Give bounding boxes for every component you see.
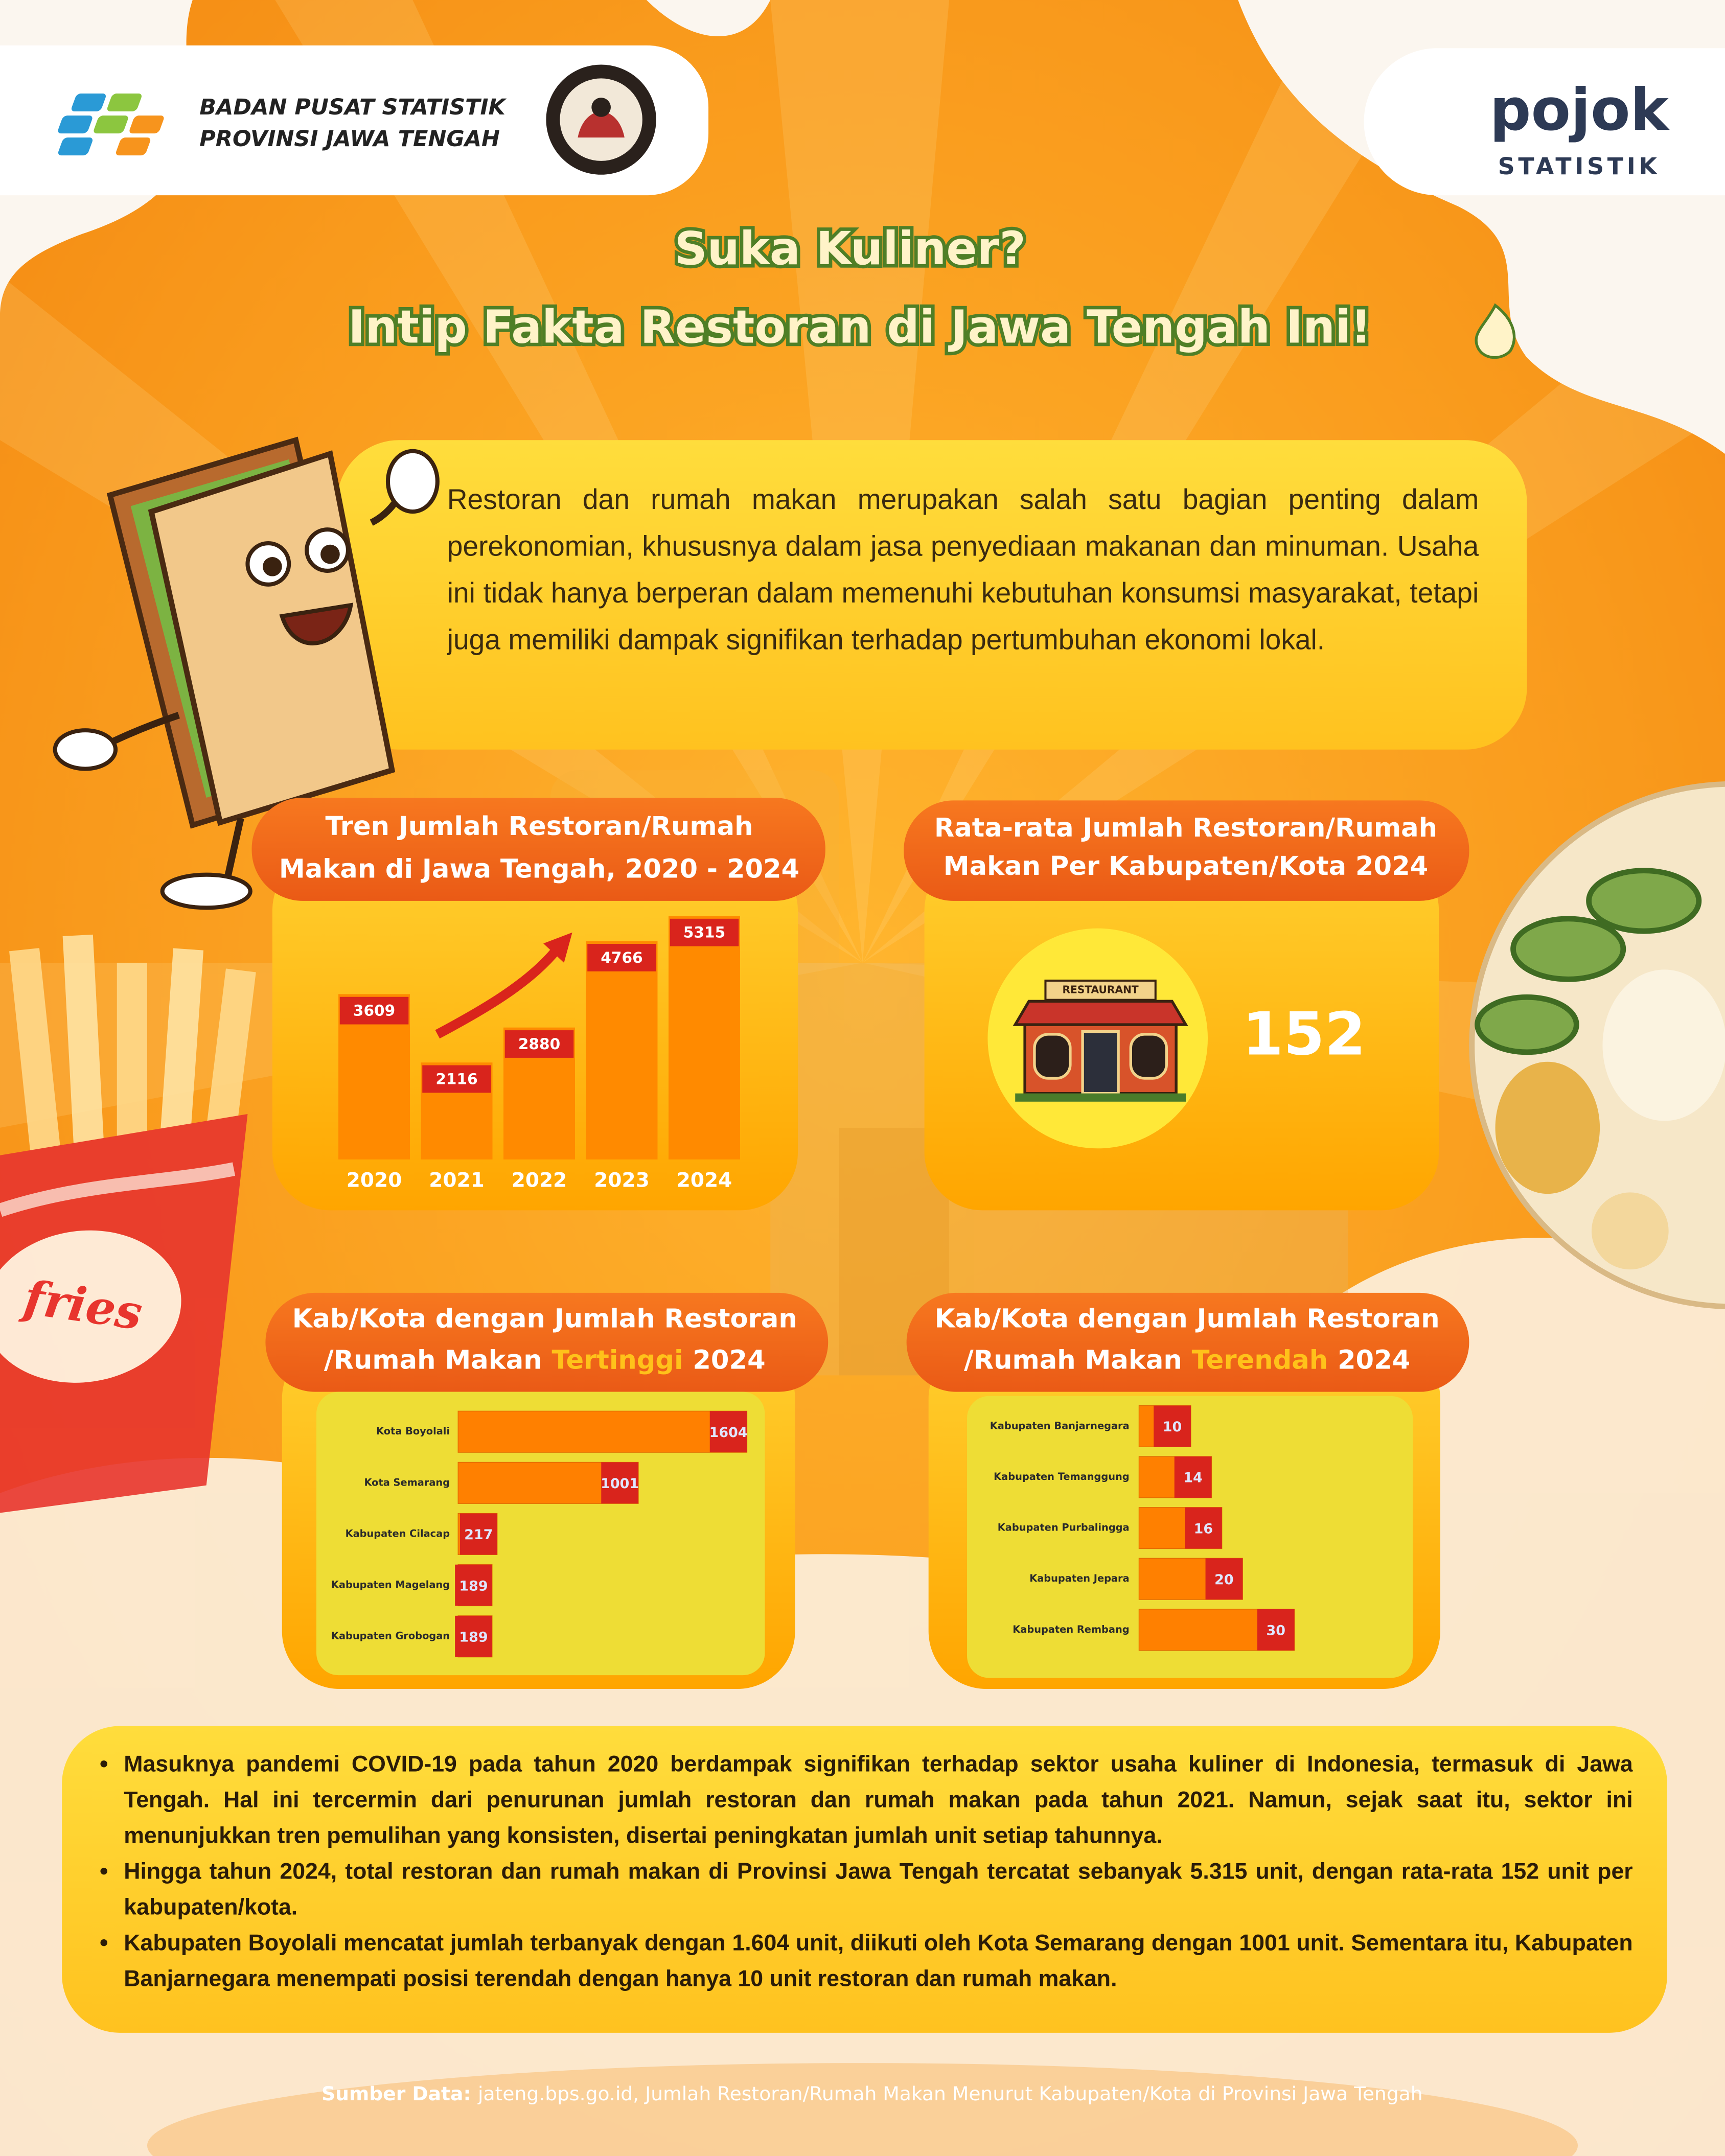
chart-header [906,1292,1469,1392]
notes-list: Masuknya pandemi COVID-19 pada tahun 202… [99,1747,1632,1997]
chart-title: Makan Per Kabupaten/Kota 2024 [944,851,1428,882]
value-label: 1001 [601,1476,639,1492]
value-label-box [1205,1558,1243,1600]
chart-header [265,1292,829,1392]
value-label: 2116 [435,1070,477,1087]
brand-logo: STATISTIK [1498,153,1661,180]
y-tick-label: Kabupaten Banjarnegara [990,1420,1130,1431]
value-label: 189 [459,1629,488,1645]
value-label-box [670,918,739,946]
x-tick-label: 2023 [594,1169,650,1192]
chart-title: Makan di Jawa Tengah, 2020 - 2024 [279,854,799,885]
chart-panel [316,1392,765,1676]
value-label: 14 [1183,1470,1202,1486]
bar-chart: 3609 2020 2116 2021 2880 2022 4766 2023 5315 2024 [338,916,740,1192]
source: Sumber Data: jateng.bps.go.id, Jumlah Res… [321,2082,1423,2104]
intro-box: Restoran dan rumah makan merupakan salah… [447,484,1479,656]
icon-label: RESTAURANT [1063,983,1139,995]
x-tick-label: 2024 [677,1169,732,1192]
hbar-chart: Kabupaten Banjarnegara 10 Kabupaten Temang… [990,1405,1295,1651]
chart-title: /Rumah Makan Tertinggi 2024 [324,1345,766,1375]
value-label: 4766 [601,949,642,966]
org-name: PROVINSI JAWA TENGAH [199,126,500,152]
x-tick-label: 2022 [512,1169,567,1192]
plate-decoration [1469,781,1725,1309]
note: Masuknya pandemi COVID-19 pada tahun 202… [124,1747,1632,1854]
restaurant-icon [1013,979,1188,1102]
value-label-box [1154,1405,1191,1447]
y-tick-label: Kabupaten Cilacap [346,1527,450,1539]
page-title: Suka Kuliner? [675,222,1026,275]
value-label: 189 [459,1578,488,1594]
header-box [0,45,709,196]
kpi-value: 152 [1243,1001,1366,1069]
brand-logo: pojok [1490,76,1670,144]
org-name: BADAN PUSAT STATISTIK [199,95,507,120]
value-label-box [1185,1507,1222,1549]
value-label-box [587,944,656,971]
floor-glow [147,2063,1578,2156]
bar [586,941,658,1160]
value-label-box [422,1065,491,1093]
cloud [646,0,771,37]
value-label: 5315 [683,924,725,941]
notes-box: Masuknya pandemi COVID-19 pada tahun 202… [99,1747,1633,2022]
y-tick-label: Kota Boyolali [376,1425,450,1437]
chart-header [904,800,1469,901]
notes-panel [62,1726,1667,2033]
hbar-chart: Kota Boyolali 1604 Kota Semarang 1001 Kabupa… [331,1410,748,1658]
intro-text: Restoran dan rumah makan merupakan salah… [447,484,1479,656]
brand-box [1364,48,1725,196]
university-seal [546,64,656,175]
chart-title: Kab/Kota dengan Jumlah Restoran [935,1304,1440,1334]
value-label-box [1257,1609,1295,1651]
chart-title: /Rumah Makan Terendah 2024 [964,1345,1410,1375]
value-label: 1604 [709,1425,748,1441]
y-tick-label: Kabupaten Purbalingga [998,1522,1130,1534]
value-label: 3609 [353,1002,395,1019]
chart-header [251,797,825,901]
value-label: 30 [1267,1622,1285,1638]
value-label-box [460,1513,497,1555]
bar [457,1410,748,1453]
trend-arrow [435,932,572,1039]
value-label: 10 [1163,1419,1182,1435]
note: Kabupaten Boyolali mencatat jumlah terba… [124,1926,1632,1997]
value-label-box [504,1030,574,1058]
value-label: 16 [1194,1521,1213,1537]
value-label-box [455,1564,492,1606]
value-label-box [455,1615,492,1657]
bps-logo [58,94,164,156]
x-tick-label: 2020 [347,1169,402,1192]
y-tick-label: Kabupaten Jepara [1029,1572,1129,1584]
y-tick-label: Kabupaten Temanggung [994,1471,1129,1482]
y-tick-label: Kabupaten Grobogan [331,1630,450,1642]
value-label-box [339,996,409,1025]
x-tick-label: 2021 [429,1169,485,1192]
chart-title: Tren Jumlah Restoran/Rumah [326,812,753,842]
chart-title: Kab/Kota dengan Jumlah Restoran [292,1304,797,1334]
chart-title: Rata-rata Jumlah Restoran/Rumah [934,813,1437,843]
value-label: 2880 [518,1035,560,1053]
value-label-box [709,1411,747,1453]
value-label-box [601,1462,638,1504]
bar [669,916,740,1160]
sandwich-mascot [53,436,440,910]
note: Hingga tahun 2024, total restoran dan ru… [124,1854,1632,1926]
intro-panel [337,440,1527,750]
y-tick-label: Kota Semarang [364,1476,450,1488]
value-label-box [1174,1456,1212,1498]
value-label: 20 [1214,1572,1233,1588]
y-tick-label: Kabupaten Magelang [331,1579,450,1591]
value-label: 217 [464,1527,493,1543]
flame-icon [1475,303,1516,359]
fries-decoration [0,934,256,1513]
page-title: Intip Fakta Restoran di Jawa Tengah Ini! [348,300,1371,353]
y-tick-label: Kabupaten Rembang [1013,1624,1129,1635]
